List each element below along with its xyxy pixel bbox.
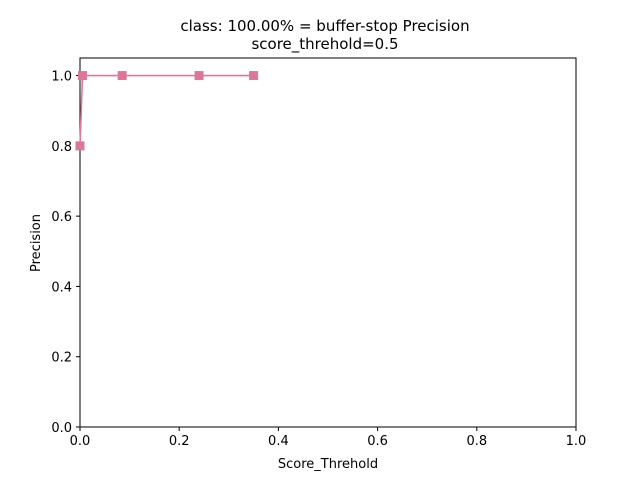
x-axis-ticks: 0.0 0.2 0.4 0.6 0.8 1.0 — [70, 427, 587, 449]
plot-area — [79, 57, 577, 428]
x-tick-label: 0.6 — [367, 434, 388, 449]
series-line — [79, 74, 254, 146]
x-tick-label: 0.2 — [169, 434, 190, 449]
x-tick-label: 0.8 — [466, 434, 487, 449]
x-tick-label: 1.0 — [566, 434, 587, 449]
x-axis-label: Score_Threhold — [278, 457, 378, 472]
y-tick-label: 1.0 — [51, 70, 72, 85]
chart-title: class: 100.00% = buffer-stop Precision — [180, 17, 469, 35]
plot-frame — [79, 57, 577, 428]
y-tick-label: 0.4 — [51, 280, 72, 295]
x-tick-label: 0.0 — [70, 434, 91, 449]
data-point — [77, 71, 87, 81]
series-group — [75, 71, 259, 151]
y-tick-label: 0.6 — [51, 210, 72, 225]
data-point — [75, 141, 85, 151]
y-tick-label: 0.2 — [51, 351, 72, 366]
chart-subtitle: score_threhold=0.5 — [251, 35, 398, 54]
x-tick-label: 0.4 — [268, 434, 289, 449]
y-axis-ticks: 0.0 0.2 0.4 0.6 0.8 1.0 — [51, 70, 80, 436]
data-point — [194, 71, 204, 81]
data-point — [249, 71, 259, 81]
data-point — [117, 71, 127, 81]
y-axis-label: Precision — [29, 214, 44, 272]
y-tick-label: 0.8 — [51, 140, 72, 155]
y-tick-label: 0.0 — [51, 421, 72, 436]
